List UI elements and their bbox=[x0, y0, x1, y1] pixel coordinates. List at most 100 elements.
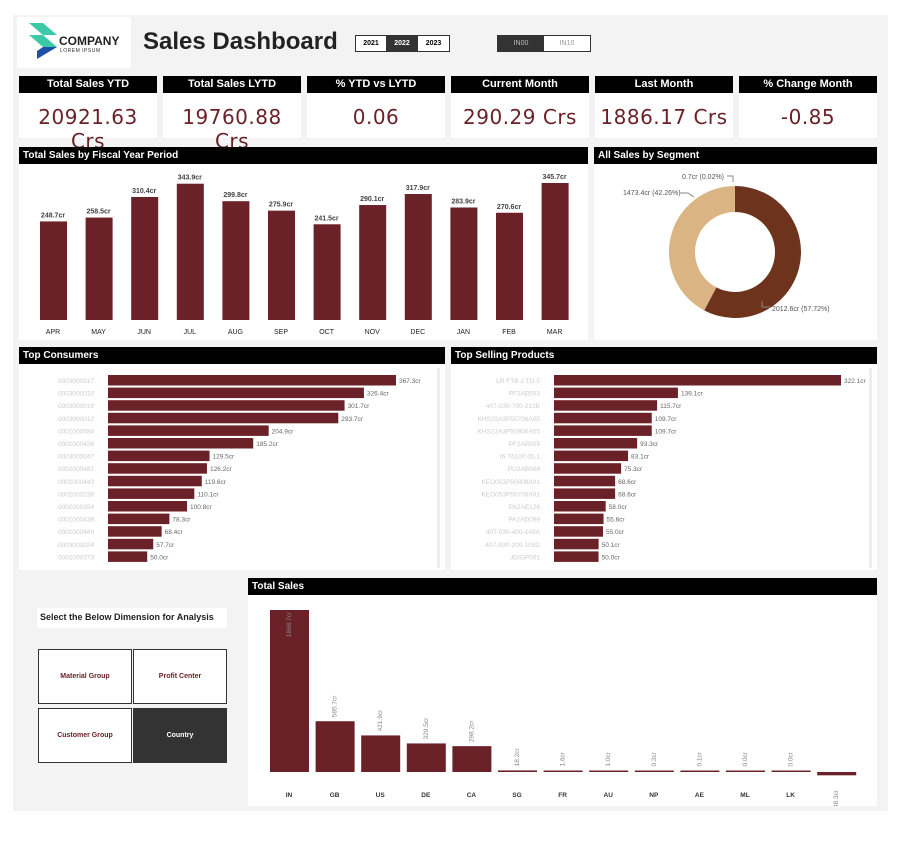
x-tick-label: US bbox=[376, 792, 386, 799]
bar-sep bbox=[268, 210, 295, 320]
data-label: 110.1cr bbox=[197, 491, 219, 498]
data-label: 1.0cr bbox=[605, 751, 612, 766]
kpi-card-total-sales-lytd: Total Sales LYTD 19760.88 Crs bbox=[163, 76, 301, 153]
kpi-card-ytd-vs-lytd: % YTD vs LYTD 0.06 bbox=[307, 76, 445, 138]
category-label: 0001000238 bbox=[58, 491, 95, 498]
donut-slice bbox=[669, 186, 735, 311]
data-label: 55.0cr bbox=[606, 529, 625, 536]
category-label: 0001000354 bbox=[58, 504, 95, 511]
dimension-material-group-button[interactable]: Material Group bbox=[38, 649, 132, 704]
company-in10-button[interactable]: IN10 bbox=[544, 36, 590, 51]
bar bbox=[554, 475, 616, 487]
slice-label: 2012.6cr (57.72%) bbox=[772, 306, 830, 313]
bar bbox=[554, 425, 652, 436]
data-label: 139.1cr bbox=[681, 391, 704, 398]
year-2022-button[interactable]: 2022 bbox=[387, 36, 418, 51]
x-tick-label: APR bbox=[46, 329, 60, 336]
data-label: 185.2cr bbox=[256, 441, 279, 448]
x-tick-label: AE bbox=[695, 792, 705, 799]
logo-tagline: LOREM IPSUM bbox=[60, 48, 101, 54]
category-label: 0001000373 bbox=[58, 554, 95, 561]
bar bbox=[554, 412, 652, 424]
data-label: 68.6cr bbox=[618, 479, 637, 486]
data-label: 326.4cr bbox=[367, 391, 390, 398]
bar-np bbox=[634, 770, 674, 772]
kpi-value: 19760.88 Crs bbox=[182, 105, 282, 153]
x-tick-label: IN bbox=[286, 792, 293, 799]
bar bbox=[108, 463, 207, 474]
bar bbox=[554, 438, 638, 449]
kpi-label: % YTD vs LYTD bbox=[307, 76, 445, 93]
company-in00-button[interactable]: IN00 bbox=[498, 36, 544, 51]
data-label: 1.6cr bbox=[560, 751, 567, 766]
category-label: 0001000481 bbox=[58, 466, 95, 473]
data-label: 0.0cr bbox=[742, 751, 749, 766]
data-label: 119.6cr bbox=[205, 479, 227, 486]
category-label: 0003000017 bbox=[58, 378, 95, 385]
data-label: 57.7cr bbox=[156, 542, 175, 549]
x-tick-label: DEC bbox=[410, 329, 425, 336]
bar-de bbox=[406, 743, 446, 772]
fiscal-period-bar-chart: 248.7cr APR 258.5cr MAY 310.4cr JUN 343.9cr JUL… bbox=[40, 174, 569, 336]
scrollbar[interactable] bbox=[869, 368, 872, 568]
logo-company: COMPANY bbox=[59, 34, 120, 48]
category-label: LR FTB 2 TO 5 bbox=[496, 378, 540, 385]
data-label: 275.9cr bbox=[269, 202, 293, 209]
bar bbox=[554, 450, 629, 462]
chart-title: Top Selling Products bbox=[451, 347, 877, 364]
bar-sg bbox=[498, 770, 537, 772]
category-label: 0001000426 bbox=[58, 441, 95, 448]
data-label: 126.2cr bbox=[210, 466, 233, 473]
data-label: 343.9cr bbox=[178, 175, 202, 182]
segment-chart-panel: All Sales by Segment 2012.6cr (57.72%) 14… bbox=[594, 147, 877, 340]
total-sales-panel: Total Sales 1868.7cr IN 585.7cr GB 421.9cr US… bbox=[248, 578, 877, 810]
kpi-value: 290.29 Crs bbox=[463, 105, 577, 129]
bar-jan bbox=[450, 207, 478, 320]
year-2023-button[interactable]: 2023 bbox=[418, 36, 449, 51]
bar-aug bbox=[222, 201, 250, 320]
scrollbar[interactable] bbox=[437, 368, 440, 568]
bar bbox=[108, 488, 195, 499]
data-label: 75.3cr bbox=[624, 466, 643, 473]
category-label: PA2AE126 bbox=[509, 504, 541, 511]
data-label: 299.8cr bbox=[223, 192, 247, 199]
bar bbox=[108, 387, 364, 399]
bar-dec bbox=[404, 194, 432, 320]
bar bbox=[108, 400, 345, 411]
category-label: 407-030-400-149A bbox=[486, 529, 541, 536]
x-tick-label: LK bbox=[786, 792, 795, 799]
dimension-customer-group-button[interactable]: Customer Group bbox=[38, 708, 132, 763]
leader-line bbox=[761, 301, 770, 308]
data-label: 68.6cr bbox=[618, 491, 637, 498]
bar-apr bbox=[40, 221, 67, 320]
bar-may bbox=[85, 217, 113, 320]
x-tick-label: SG bbox=[512, 792, 521, 799]
data-label: 58.0cr bbox=[609, 504, 628, 511]
x-tick-label: AU bbox=[604, 792, 614, 799]
bar-fr bbox=[543, 770, 583, 772]
kpi-card-total-sales-ytd: Total Sales YTD 20921.63 Crs bbox=[19, 76, 157, 153]
category-label: 0003000018 bbox=[58, 403, 95, 410]
data-label: 68.4cr bbox=[165, 529, 184, 536]
category-label: KEO053P50708A01 bbox=[481, 491, 540, 498]
data-label: 322.1cr bbox=[844, 378, 867, 385]
data-label: 310.4cr bbox=[132, 188, 156, 195]
dimension-country-button[interactable]: Country bbox=[133, 708, 227, 763]
bar bbox=[108, 412, 339, 424]
bar-ml bbox=[726, 770, 765, 772]
data-label: 115.7cr bbox=[660, 403, 682, 410]
bar-gb bbox=[315, 721, 355, 772]
bar-in bbox=[270, 610, 309, 772]
bar bbox=[108, 475, 202, 487]
year-2021-button[interactable]: 2021 bbox=[356, 36, 387, 51]
dimension-profit-center-button[interactable]: Profit Center bbox=[133, 649, 227, 704]
kpi-label: Total Sales LYTD bbox=[163, 76, 301, 93]
year-slicer: 2021 2022 2023 bbox=[355, 35, 450, 52]
data-label: 50.1cr bbox=[602, 542, 621, 549]
bar-feb bbox=[496, 212, 523, 320]
category-label: JDIGP001 bbox=[510, 554, 540, 561]
bar-nov bbox=[359, 205, 387, 320]
category-label: KEO053P50808A01 bbox=[481, 479, 540, 486]
kpi-card-change-month: % Change Month -0.85 bbox=[739, 76, 877, 138]
bar bbox=[554, 387, 678, 399]
